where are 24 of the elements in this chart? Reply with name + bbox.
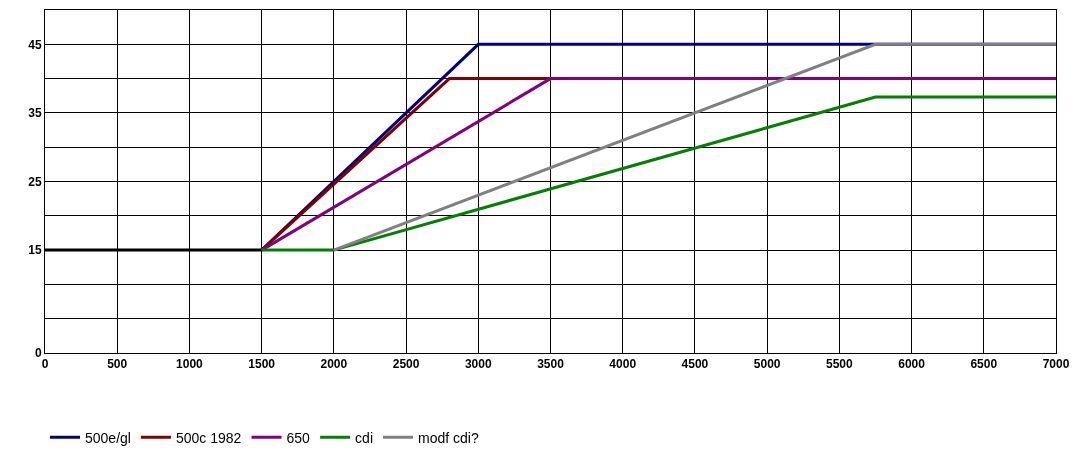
x-tick-label: 5500	[826, 357, 854, 372]
y-tick-label: 15	[28, 243, 42, 258]
x-tick-label: 6000	[898, 357, 926, 372]
x-tick-label: 5000	[753, 357, 781, 372]
legend-label: 650	[286, 429, 311, 446]
y-tick-label: 25	[28, 174, 42, 189]
x-tick-label: 3500	[537, 357, 565, 372]
legend-label: 500c 1982	[175, 429, 242, 446]
x-tick-label: 2000	[320, 357, 348, 372]
x-tick-label: 7000	[1042, 357, 1070, 372]
x-tick-label: 4000	[609, 357, 637, 372]
x-tick-label: 3000	[464, 357, 492, 372]
legend-label: modf cdi?	[418, 429, 479, 446]
x-tick-label: 6500	[970, 357, 998, 372]
x-tick-label: 500	[107, 357, 128, 372]
y-tick-label: 45	[28, 37, 42, 52]
x-tick-label: 1000	[176, 357, 204, 372]
y-tick-label: 35	[28, 106, 42, 121]
legend-label: 500e/gl	[85, 429, 131, 446]
y-tick-label: 0	[34, 346, 42, 361]
x-tick-label: 4500	[681, 357, 709, 372]
x-tick-label: 1500	[248, 357, 276, 372]
legend-label: cdi	[355, 429, 374, 446]
x-tick-label: 2500	[392, 357, 420, 372]
